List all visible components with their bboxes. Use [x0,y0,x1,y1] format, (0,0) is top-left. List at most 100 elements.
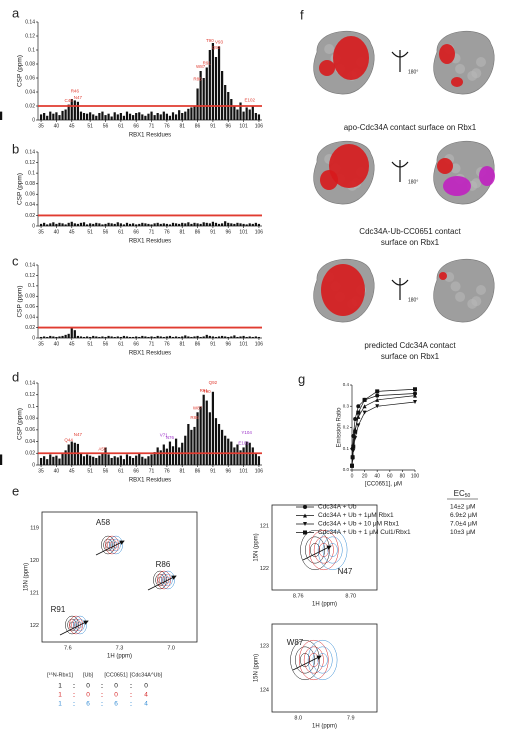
surface-texture [476,285,486,295]
bar [174,114,178,120]
bar [147,113,150,120]
bar [122,459,126,465]
bar [101,224,104,226]
x-tick-label: 66 [133,468,139,474]
y-tick-label: 0.1 [28,47,35,53]
bar [61,335,64,338]
bar [119,223,122,226]
bar [178,447,181,465]
bar-annotation: V71 [160,433,169,438]
bar-annotation: A55 [98,446,107,451]
bar [138,112,141,120]
bar [245,107,248,120]
bar [221,335,224,338]
nmr-contour [322,536,343,564]
bar [245,336,248,338]
y-tick-label: 121 [260,524,269,530]
x-tick-label: 91 [210,341,216,347]
bar [178,336,181,338]
bar [67,333,70,338]
bar [67,444,70,465]
nmr-contour [307,639,338,681]
bar [181,222,184,226]
table-cell: 1 [58,692,62,699]
bar [43,456,46,465]
bar [58,115,61,120]
contact-patch [319,60,335,76]
bar [70,327,73,338]
surface-caption: Cdc34A-Ub-CC0651 contact [359,227,461,236]
data-point [413,387,417,392]
x-tick-label: 61 [118,229,124,235]
bar [85,113,89,120]
bar [92,335,95,338]
y-tick-label: 0.06 [25,75,35,81]
y-tick-label: 0 [32,117,35,123]
bar [153,115,156,120]
separator-dot [101,687,103,688]
bar [217,424,221,465]
x-tick-label: 80 [400,473,406,479]
bar [70,221,73,226]
legend-label: Cdc34A + Ub + 10 μM Rbx1 [318,521,399,528]
bar [64,224,67,226]
bar [230,336,233,338]
x-tick-label: 35 [38,229,44,235]
bar-annotation: E102 [238,441,249,446]
nmr-contour [327,543,338,557]
bar [153,336,156,338]
y-tick-label: 0.04 [25,314,35,320]
y-tick-label: 0.4 [343,382,350,387]
bar [193,336,196,338]
bar [125,222,129,226]
separator-dot [130,684,132,685]
bar [43,336,46,338]
table-cell: 1 [58,683,62,690]
bar [159,114,162,120]
y-tick-label: 0.14 [25,262,35,268]
x-tick-label: 76 [164,341,170,347]
y-tick-label: 122 [30,623,39,629]
bar [107,113,110,120]
nmr-contour [101,535,115,555]
bar [224,435,227,465]
x-tick-label: 81 [179,123,185,129]
bar [52,456,55,465]
x-tick-label: 8.70 [345,593,356,599]
nmr-contour [161,570,175,590]
rotation-label: 180° [408,297,418,303]
y-tick-label: 0.12 [25,160,35,166]
bar [233,223,236,226]
bar [208,412,211,465]
bar [138,336,141,338]
bar [122,224,126,226]
data-point [413,393,417,398]
ec50-header: EC50 [454,489,471,499]
bar [95,115,98,120]
x-tick-label: 71 [149,123,155,129]
bar [76,443,79,465]
x-tick-label: 71 [149,341,155,347]
bar [147,223,150,226]
x-axis-label: RBX1 Residues [129,351,171,357]
bar [196,88,199,120]
y-tick-label: 0.08 [25,61,35,67]
bar [61,223,64,226]
y-tick-label: 0.08 [25,181,35,187]
x-tick-label: 7.3 [116,645,124,651]
bar [64,334,67,338]
bar-annotation: R46 [71,89,80,94]
x-tick-label: 71 [149,229,155,235]
bar [184,335,187,338]
y-tick-label: 0.1 [28,170,35,176]
nmr-contour [67,618,77,632]
bar [202,336,205,338]
bar [119,336,122,338]
contact-patch [437,158,453,174]
bar [98,223,101,226]
surface-texture [450,281,461,292]
y-tick-label: 0.12 [25,33,35,39]
bar [224,221,227,226]
bar [55,455,58,465]
table-cell: 0 [114,683,118,690]
